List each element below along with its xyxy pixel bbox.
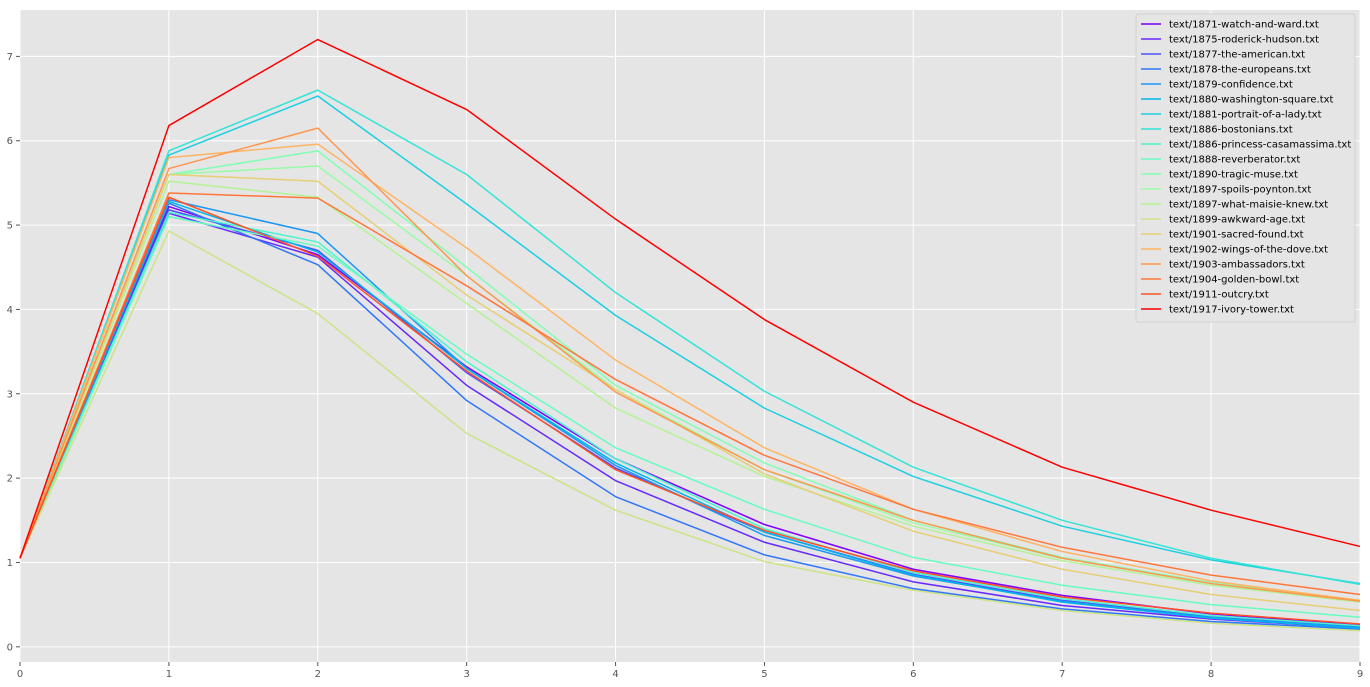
x-tick-label: 5 (761, 669, 767, 680)
x-tick-label: 7 (1059, 669, 1065, 680)
series-line-6 (19, 95, 1361, 585)
legend-entry-label: text/1904-golden-bowl.txt (1169, 275, 1299, 286)
series-line-15 (19, 143, 1361, 602)
y-tick-label: 6 (7, 136, 13, 147)
legend-entry-label: text/1875-roderick-hudson.txt (1169, 35, 1319, 46)
legend: text/1871-watch-and-ward.txt text/1875-ro… (1135, 13, 1356, 323)
x-tick-label: 9 (1357, 669, 1363, 680)
legend-entry-label: text/1879-confidence.txt (1169, 80, 1293, 91)
legend-box (1135, 13, 1356, 323)
series-line-13 (19, 230, 1361, 632)
x-tick-label: 0 (17, 669, 23, 680)
series-line-17 (19, 192, 1361, 596)
x-tick-label: 8 (1208, 669, 1214, 680)
legend-entry-label: text/1877-the-american.txt (1169, 50, 1305, 61)
legend-entry-label: text/1881-portrait-of-a-lady.txt (1169, 110, 1322, 121)
series-line-10 (19, 150, 1361, 602)
axis-ticks: 0 1 2 3 4 5 6 7 8 9 0 1 2 3 4 5 6 7 (7, 52, 1364, 680)
series-line-1 (19, 212, 1361, 630)
y-tick-label: 5 (7, 221, 13, 232)
legend-entry-label: text/1890-tragic-muse.txt (1169, 170, 1298, 181)
series-line-19 (19, 38, 1361, 559)
legend-entry-label: text/1903-ambassadors.txt (1169, 260, 1305, 271)
x-tick-label: 1 (166, 669, 172, 680)
series-line-9 (19, 215, 1361, 619)
x-tick-label: 2 (315, 669, 321, 680)
legend-entry-label: text/1886-bostonians.txt (1169, 125, 1293, 136)
y-tick-label: 1 (7, 558, 13, 569)
legend-entry-label: text/1897-spoils-poynton.txt (1169, 185, 1311, 196)
legend-entry-label: text/1878-the-europeans.txt (1169, 65, 1311, 76)
series-line-18 (19, 196, 1361, 625)
legend-entry-label: text/1897-what-maisie-knew.txt (1169, 200, 1328, 211)
y-tick-label: 0 (7, 642, 13, 653)
y-tick-label: 3 (7, 389, 13, 400)
y-tick-label: 7 (7, 52, 13, 63)
legend-entry-label: text/1888-reverberator.txt (1169, 155, 1300, 166)
legend-entry-label: text/1911-outcry.txt (1169, 290, 1269, 301)
y-tick-label: 4 (7, 305, 13, 316)
x-tick-label: 6 (910, 669, 916, 680)
series-lines (19, 38, 1361, 632)
series-line-12 (19, 180, 1361, 603)
series-line-3 (19, 202, 1361, 630)
legend-entry-label: text/1917-ivory-tower.txt (1169, 305, 1294, 316)
series-line-7 (19, 89, 1361, 586)
x-tick-label: 3 (463, 669, 469, 680)
legend-entry-label: text/1886-princess-casamassima.txt (1169, 140, 1351, 151)
legend-entry-label: text/1902-wings-of-the-dove.txt (1169, 245, 1328, 256)
series-line-16 (19, 127, 1361, 603)
legend-entry-label: text/1899-awkward-age.txt (1169, 215, 1305, 226)
legend-entry-label: text/1871-watch-and-ward.txt (1169, 20, 1319, 31)
legend-entry-label: text/1901-sacred-found.txt (1169, 230, 1304, 241)
y-tick-label: 2 (7, 474, 13, 485)
x-tick-label: 4 (612, 669, 618, 680)
legend-entry-label: text/1880-washington-square.txt (1169, 95, 1334, 106)
